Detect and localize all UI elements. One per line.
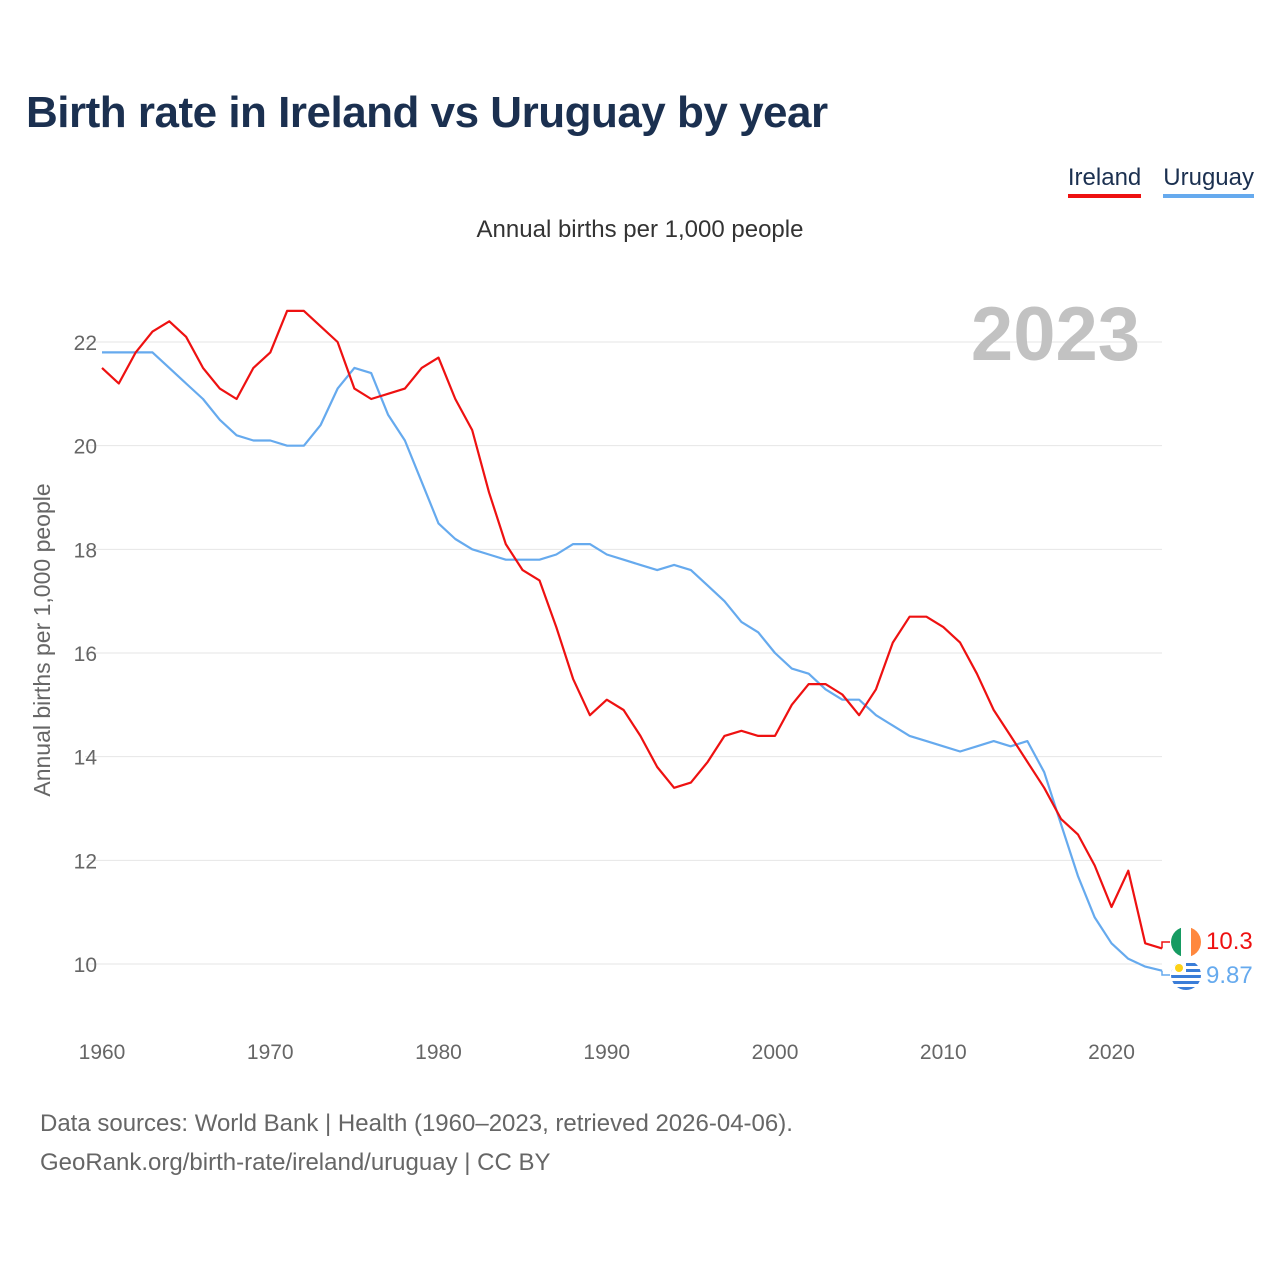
chart-title: Birth rate in Ireland vs Uruguay by year	[26, 88, 828, 137]
end-label-ireland: 10.3	[1206, 928, 1253, 955]
x-tick-label: 1960	[79, 1041, 126, 1064]
source-link[interactable]: GeoRank.org/birth-rate/ireland/uruguay |…	[40, 1149, 551, 1176]
end-markers: 10.3 9.87	[1171, 927, 1253, 990]
legend-item-ireland[interactable]: Ireland	[1067, 164, 1142, 198]
legend: Ireland Uruguay	[1067, 164, 1254, 198]
series-connector	[1161, 970, 1170, 976]
year-watermark: 2023	[971, 292, 1140, 377]
y-tick-label: 20	[74, 436, 97, 459]
chart-subtitle: Annual births per 1,000 people	[476, 216, 804, 243]
ireland-flag-icon	[1171, 927, 1201, 957]
end-label-uruguay: 9.87	[1206, 962, 1253, 989]
y-tick-label: 12	[74, 850, 97, 873]
x-tick-label: 2000	[752, 1041, 799, 1064]
source-line: Data sources: World Bank | Health (1960–…	[40, 1110, 793, 1137]
y-tick-label: 10	[74, 954, 97, 977]
series-connector	[1161, 941, 1170, 949]
y-tick-label: 18	[74, 539, 97, 562]
line-chart: 2023 Annual births per 1,000 people 10 12…	[29, 292, 1253, 1064]
x-tick-label: 1990	[583, 1041, 630, 1064]
legend-item-uruguay[interactable]: Uruguay	[1163, 164, 1254, 198]
y-axis: 10 12 14 16 18 20 22	[74, 332, 98, 977]
series-line-uruguay[interactable]	[102, 351, 1163, 972]
y-tick-label: 14	[74, 747, 98, 770]
x-tick-label: 2010	[920, 1041, 967, 1064]
grid-lines	[85, 341, 1162, 965]
series-line-ireland[interactable]	[101, 309, 1163, 950]
y-tick-label: 22	[74, 332, 97, 355]
y-tick-label: 16	[74, 643, 97, 666]
uruguay-flag-icon	[1171, 960, 1201, 990]
source-notes: Data sources: World Bank | Health (1960–…	[40, 1104, 793, 1182]
y-axis-title: Annual births per 1,000 people	[29, 483, 55, 796]
x-tick-label: 1970	[247, 1041, 294, 1064]
x-tick-label: 2020	[1088, 1041, 1135, 1064]
x-tick-label: 1980	[415, 1041, 462, 1064]
x-axis: 1960 1970 1980 1990 2000 2010 2020	[79, 1041, 1135, 1064]
series-lines	[101, 309, 1170, 976]
